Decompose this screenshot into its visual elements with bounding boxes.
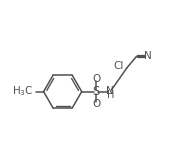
Text: O: O [92, 99, 100, 109]
Text: H$_3$C: H$_3$C [12, 85, 34, 98]
Text: O: O [92, 74, 100, 84]
Text: Cl: Cl [114, 61, 124, 71]
Text: N: N [144, 51, 151, 61]
Text: N: N [106, 86, 114, 96]
Text: H: H [107, 90, 115, 100]
Text: S: S [93, 85, 100, 98]
